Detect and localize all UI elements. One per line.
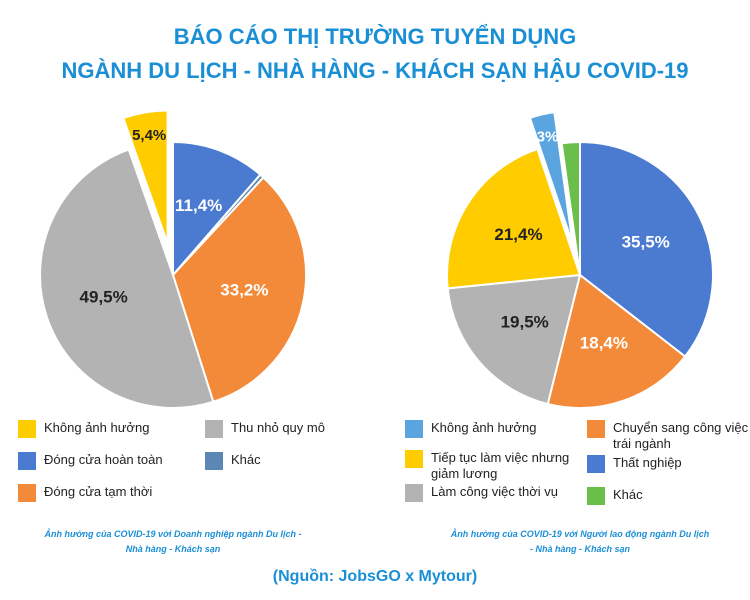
legend-swatch xyxy=(587,455,605,473)
subtitle: NGÀNH DU LỊCH - NHÀ HÀNG - KHÁCH SẠN HẬU… xyxy=(61,58,689,83)
pie-slice xyxy=(446,147,582,290)
legend-label: Đóng cửa hoàn toàn xyxy=(44,452,163,467)
pie-slice xyxy=(528,111,574,245)
value-label: 21,4% xyxy=(494,225,542,244)
legend-item: Không ảnh hưởng xyxy=(405,420,570,438)
title: BÁO CÁO THỊ TRƯỜNG TUYỂN DỤNG xyxy=(173,24,577,49)
value-label: 33,2% xyxy=(220,280,268,299)
pie-slice xyxy=(171,176,307,404)
legend-item: Tiếp tục làm việc nhưng giảm lương xyxy=(405,450,570,482)
legend-item: Làm công việc thời vụ xyxy=(405,484,570,502)
legend-label: Thất nghiệp xyxy=(613,455,682,470)
pie-slice xyxy=(579,140,714,358)
legend-label: Khác xyxy=(231,452,261,467)
legend-item: Chuyển sang công việc trái ngành xyxy=(587,420,750,452)
source: (Nguồn: JobsGO x Mytour) xyxy=(272,568,478,585)
legend-item: Thất nghiệp xyxy=(587,455,750,473)
legend-swatch xyxy=(18,484,36,502)
legend-swatch xyxy=(18,420,36,438)
legend-swatch xyxy=(405,420,423,438)
value-label: 18,4% xyxy=(580,334,628,353)
legend-label: Tiếp tục làm việc nhưng giảm lương xyxy=(431,450,570,481)
legend-label: Khác xyxy=(613,487,643,502)
value-label: 3% xyxy=(537,129,559,146)
legend-item: Khác xyxy=(205,452,370,470)
value-label: 35,5% xyxy=(622,232,670,251)
pie-slice xyxy=(172,140,262,278)
pie-slice xyxy=(546,273,687,409)
legend-swatch xyxy=(405,484,423,502)
legend-swatch xyxy=(587,420,605,438)
pie-slice xyxy=(39,148,215,409)
legend-swatch xyxy=(405,450,423,468)
legend-item: Thu nhỏ quy mô xyxy=(205,420,370,438)
legend-label: Làm công việc thời vụ xyxy=(431,484,559,499)
legend-label: Không ảnh hưởng xyxy=(44,420,150,435)
legend-item: Đóng cửa hoàn toàn xyxy=(18,452,183,470)
legend-swatch xyxy=(18,452,36,470)
value-label: 11,4% xyxy=(175,196,222,215)
legend-swatch xyxy=(205,452,223,470)
legend-label: Không ảnh hưởng xyxy=(431,420,537,435)
pie-slice xyxy=(122,109,169,244)
legend-swatch xyxy=(587,487,605,505)
value-label: 49,5% xyxy=(80,288,128,307)
legend-label: Chuyển sang công việc trái ngành xyxy=(613,420,749,451)
legend-item: Khác xyxy=(587,487,750,505)
caption: Ảnh hưởng của COVID-19 với Người lao độn… xyxy=(450,529,710,554)
legend-label: Thu nhỏ quy mô xyxy=(231,420,325,435)
value-label: 5,4% xyxy=(132,127,166,144)
legend-item: Không ảnh hưởng xyxy=(18,420,183,438)
pie-slice xyxy=(446,273,582,406)
pie-slice xyxy=(560,140,581,276)
legend-swatch xyxy=(205,420,223,438)
legend-item: Đóng cửa tạm thời xyxy=(18,484,183,502)
value-label: 19,5% xyxy=(501,312,549,331)
legend-label: Đóng cửa tạm thời xyxy=(44,484,153,499)
caption: Ảnh hưởng của COVID-19 với Doanh nghiệp … xyxy=(44,529,302,554)
